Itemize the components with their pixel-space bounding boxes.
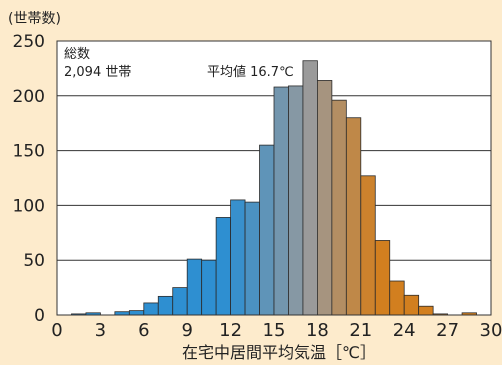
x-tick-label-18: 18 xyxy=(306,320,329,341)
y-tick-label-100: 100 xyxy=(13,196,45,216)
bar-9 xyxy=(186,258,203,316)
bar-17 xyxy=(302,60,318,316)
x-tick-label-9: 9 xyxy=(181,320,192,341)
y-tick-label-50: 50 xyxy=(23,251,45,271)
x-axis-ticks: 0 3 6 9 12 15 18 21 24 27 30 xyxy=(51,320,502,341)
bar-21 xyxy=(360,175,376,316)
bar-13 xyxy=(244,201,260,316)
bar-23 xyxy=(389,280,405,316)
bar-20 xyxy=(345,117,362,316)
y-tick-label-200: 200 xyxy=(13,87,45,107)
bar-5 xyxy=(128,310,145,316)
y-unit-label: (世帯数) xyxy=(8,11,61,27)
x-tick-label-3: 3 xyxy=(95,320,106,341)
x-tick-label-27: 27 xyxy=(436,320,459,341)
x-tick-label-15: 15 xyxy=(263,320,286,341)
bar-8 xyxy=(172,287,188,316)
y-tick-label-150: 150 xyxy=(13,142,45,162)
bar-19 xyxy=(331,99,347,316)
bars xyxy=(71,60,477,316)
bar-15 xyxy=(273,86,289,316)
bar-10 xyxy=(201,259,217,316)
bar-24 xyxy=(403,294,420,316)
annotation-total-label: 総数 xyxy=(64,47,90,62)
bar-25 xyxy=(418,305,434,316)
annotation-mean: 平均値 16.7℃ xyxy=(207,64,294,80)
x-tick-label-6: 6 xyxy=(138,320,149,341)
bar-18 xyxy=(316,80,333,316)
plot-border xyxy=(56,40,492,316)
x-tick-label-24: 24 xyxy=(393,320,416,341)
x-tick-label-21: 21 xyxy=(349,320,372,341)
bar-14 xyxy=(259,144,275,316)
y-axis-ticks: 0 50 100 150 200 250 xyxy=(13,32,45,326)
x-tick-label-30: 30 xyxy=(480,320,502,341)
bar-11 xyxy=(215,217,231,316)
annotation-total-value: 2,094 世帯 xyxy=(64,65,131,80)
bar-6 xyxy=(143,302,159,316)
x-axis-title: 在宅中居間平均気温［℃］ xyxy=(182,343,376,362)
bar-12 xyxy=(230,199,246,316)
y-tick-label-250: 250 xyxy=(13,32,45,52)
y-tick-label-0: 0 xyxy=(34,306,45,326)
x-tick-label-12: 12 xyxy=(219,320,242,341)
bar-16 xyxy=(288,85,304,316)
bar-7 xyxy=(157,295,174,316)
bar-22 xyxy=(374,240,391,316)
x-tick-label-0: 0 xyxy=(51,320,62,341)
